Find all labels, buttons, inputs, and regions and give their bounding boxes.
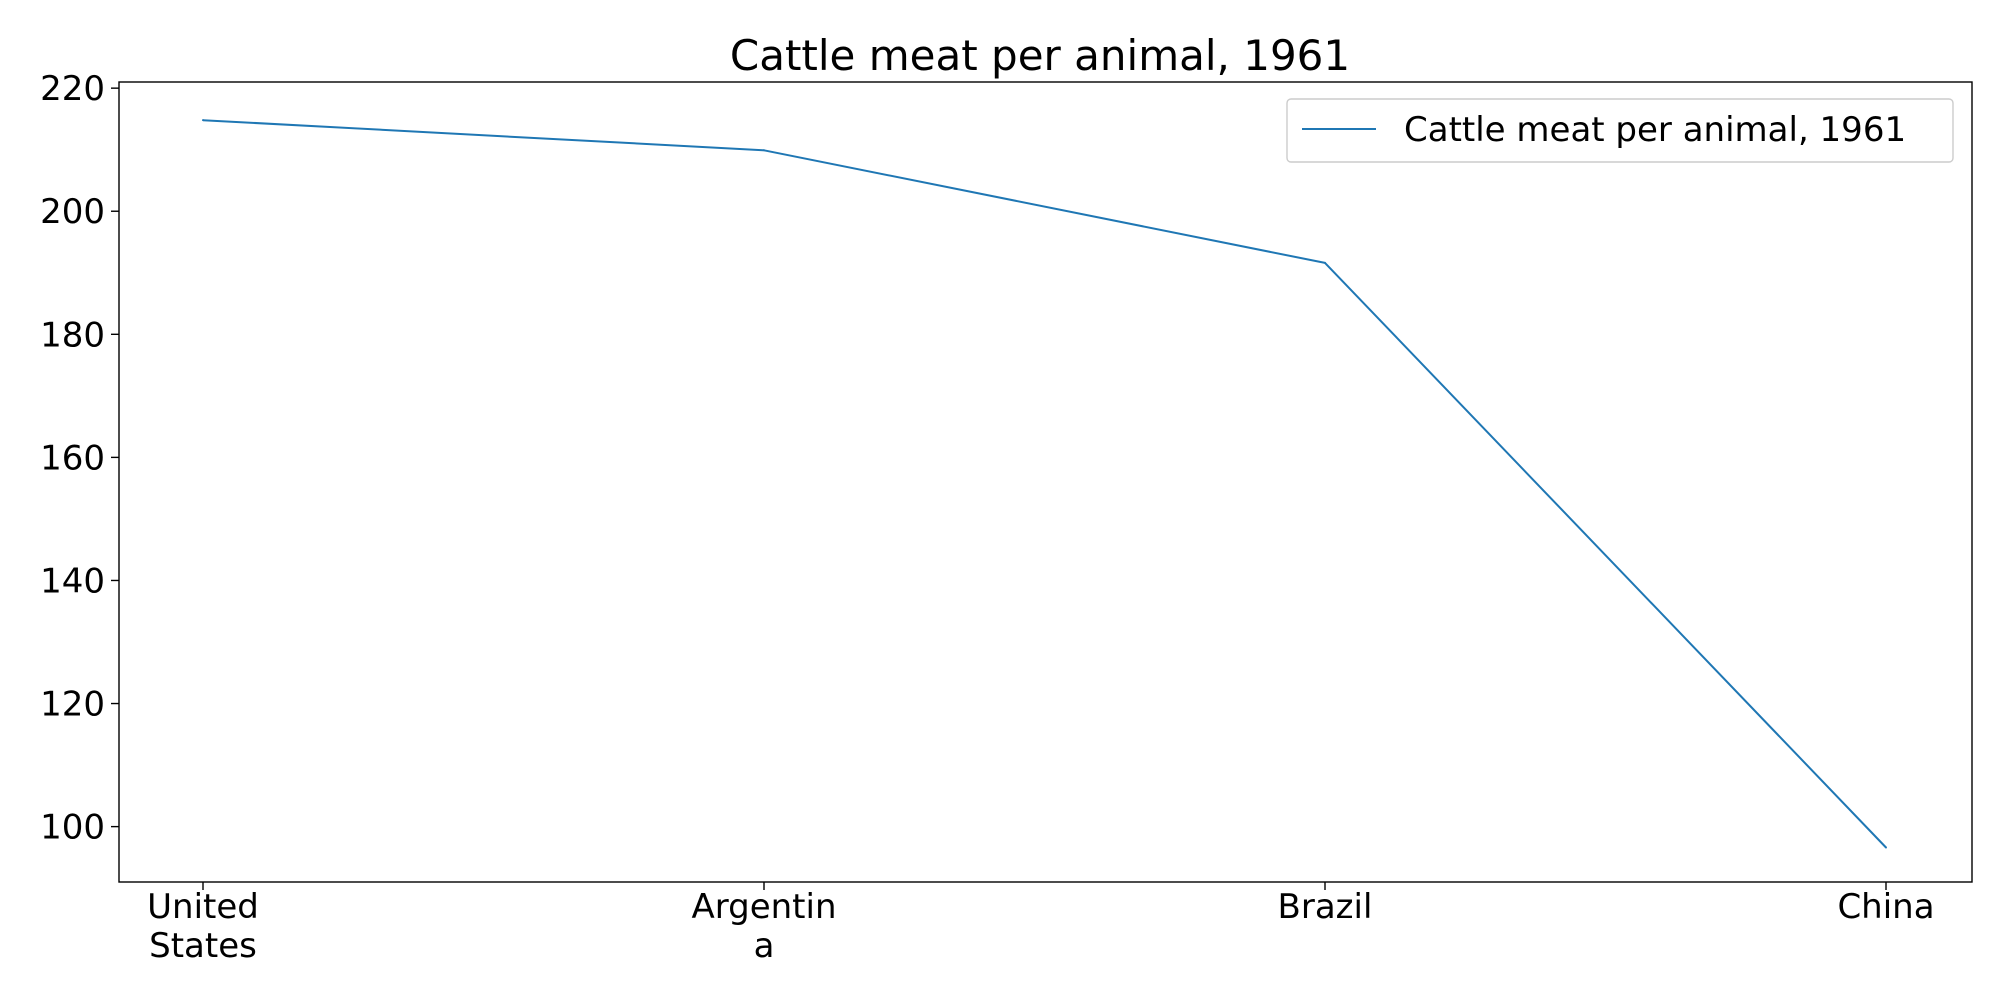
y-tick-label: 120 [40, 685, 105, 725]
data-point [202, 119, 204, 122]
x-axis: United States Argentin a Brazil China [147, 882, 1935, 966]
legend-box [1286, 98, 1954, 163]
x-tick-label-line: a [754, 926, 775, 966]
y-tick-label: 160 [40, 438, 105, 478]
x-tick-label: Brazil [1278, 887, 1373, 927]
y-tick-label: 100 [40, 808, 105, 848]
data-point [1885, 846, 1887, 849]
y-tick-label: 220 [40, 69, 105, 109]
y-tick-label: 140 [40, 561, 105, 601]
chart-title: Cattle meat per animal, 1961 [730, 31, 1350, 80]
y-tick-label: 180 [40, 315, 105, 355]
plot-area [118, 81, 1973, 883]
x-tick-label: Argentin a [691, 887, 836, 966]
data-point [763, 149, 765, 152]
series-line [202, 119, 1887, 849]
y-axis: 100 120 140 160 180 200 220 [40, 69, 119, 848]
x-tick-label-line: Brazil [1278, 887, 1373, 927]
x-tick-label: China [1837, 887, 1934, 927]
data-point [1324, 261, 1326, 264]
series-layer [202, 119, 1887, 849]
x-tick-label-line: China [1837, 887, 1934, 927]
legend-label: Cattle meat per animal, 1961 [1404, 110, 1906, 150]
x-tick-label-line: Argentin [691, 887, 836, 927]
x-tick-label-line: United [147, 887, 259, 927]
y-tick-label: 200 [40, 192, 105, 232]
x-tick-label: United States [147, 887, 259, 966]
x-tick-label-line: States [149, 926, 257, 966]
legend: Cattle meat per animal, 1961 [1286, 98, 1954, 163]
